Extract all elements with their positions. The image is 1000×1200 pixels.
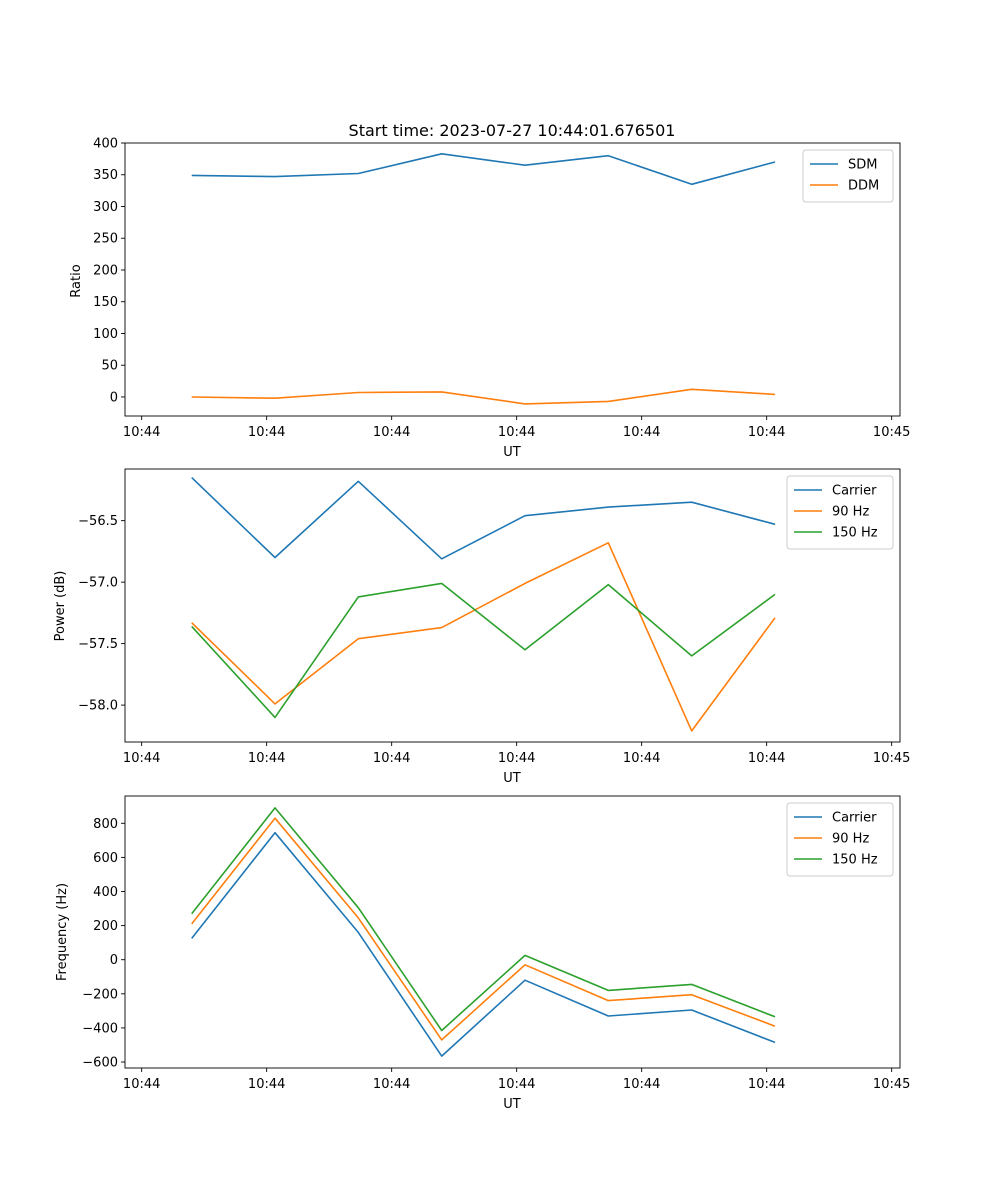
- x-tick-label: 10:45: [873, 1077, 910, 1092]
- series-line-150-hz: [191, 582, 776, 719]
- y-tick-label: 600: [93, 851, 118, 866]
- y-tick-label: 250: [93, 232, 118, 247]
- axes-frame: [124, 795, 901, 1069]
- y-tick-label: 0: [110, 953, 118, 968]
- legend-label: Carrier: [832, 811, 877, 826]
- series-line-90-hz: [191, 817, 776, 1041]
- x-tick-label: 10:44: [623, 751, 660, 766]
- y-tick-label: 300: [93, 200, 118, 215]
- series-line-ddm: [191, 388, 776, 405]
- legend-label: SDM: [848, 158, 877, 173]
- frequency-panel: Frequency (Hz) UT −600 −400 −200 0 200 400 600…: [55, 795, 910, 1112]
- legend: Carrier 90 Hz 150 Hz: [786, 802, 894, 877]
- y-tick-label: 400: [93, 885, 118, 900]
- x-tick-label: 10:45: [873, 751, 910, 766]
- y-axis-label: Ratio: [69, 264, 84, 297]
- x-axis-label: UT: [503, 1097, 521, 1112]
- y-tick-label: −58.0: [78, 699, 118, 714]
- y-tick-label: 0: [110, 390, 118, 405]
- x-tick-label: 10:44: [248, 751, 285, 766]
- x-tick-label: 10:44: [248, 1077, 285, 1092]
- axes-frame: [124, 468, 901, 743]
- y-tick-label: 100: [93, 327, 118, 342]
- y-tick-label: −56.5: [78, 514, 118, 529]
- x-axis-label: UT: [503, 771, 521, 786]
- x-tick-label: 10:44: [373, 1077, 410, 1092]
- y-tick-label: −57.0: [78, 576, 118, 591]
- y-tick-label: −600: [82, 1056, 118, 1071]
- axes-frame: [124, 142, 901, 417]
- x-tick-label: 10:45: [873, 425, 910, 440]
- legend-box: [786, 475, 894, 550]
- power-panel: Power (dB) UT −58.0 −57.5 −57.0 −56.5 10:44 1…: [53, 468, 910, 786]
- x-tick-label: 10:44: [123, 425, 160, 440]
- legend: SDM DDM: [802, 149, 894, 203]
- x-tick-label: 10:44: [498, 751, 535, 766]
- y-axis-label: Frequency (Hz): [55, 883, 70, 981]
- x-tick-label: 10:44: [748, 1077, 785, 1092]
- x-tick-label: 10:44: [123, 1077, 160, 1092]
- legend: Carrier 90 Hz 150 Hz: [786, 475, 894, 550]
- legend-box: [802, 149, 894, 203]
- y-tick-label: 400: [93, 137, 118, 152]
- y-tick-label: 200: [93, 263, 118, 278]
- x-tick-label: 10:44: [248, 425, 285, 440]
- y-tick-label: −400: [82, 1021, 118, 1036]
- series-line-90-hz: [191, 541, 776, 732]
- series-line-carrier: [191, 831, 776, 1057]
- x-tick-label: 10:44: [498, 425, 535, 440]
- series-line-carrier: [191, 477, 776, 560]
- y-axis-label: Power (dB): [53, 571, 68, 642]
- y-tick-label: −200: [82, 987, 118, 1002]
- legend-label: 90 Hz: [832, 505, 869, 520]
- x-tick-label: 10:44: [748, 751, 785, 766]
- x-tick-label: 10:44: [498, 1077, 535, 1092]
- x-tick-label: 10:44: [623, 425, 660, 440]
- x-tick-label: 10:44: [123, 751, 160, 766]
- x-tick-label: 10:44: [373, 751, 410, 766]
- legend-label: 90 Hz: [832, 832, 869, 847]
- y-tick-label: −57.5: [78, 637, 118, 652]
- y-tick-label: 800: [93, 817, 118, 832]
- x-axis-label: UT: [503, 445, 521, 460]
- y-tick-label: 350: [93, 168, 118, 183]
- legend-label: DDM: [848, 179, 879, 194]
- legend-label: 150 Hz: [832, 526, 878, 541]
- y-tick-label: 150: [93, 295, 118, 310]
- x-tick-label: 10:44: [623, 1077, 660, 1092]
- legend-box: [786, 802, 894, 877]
- legend-label: Carrier: [832, 484, 877, 499]
- series-line-150-hz: [191, 807, 776, 1032]
- x-tick-label: 10:44: [748, 425, 785, 440]
- legend-label: 150 Hz: [832, 853, 878, 868]
- ratio-panel: Start time: 2023-07-27 10:44:01.676501 R…: [69, 121, 910, 460]
- y-tick-label: 200: [93, 919, 118, 934]
- x-tick-label: 10:44: [373, 425, 410, 440]
- series-line-sdm: [191, 153, 776, 186]
- chart-title: Start time: 2023-07-27 10:44:01.676501: [349, 121, 676, 140]
- y-tick-label: 50: [101, 359, 118, 374]
